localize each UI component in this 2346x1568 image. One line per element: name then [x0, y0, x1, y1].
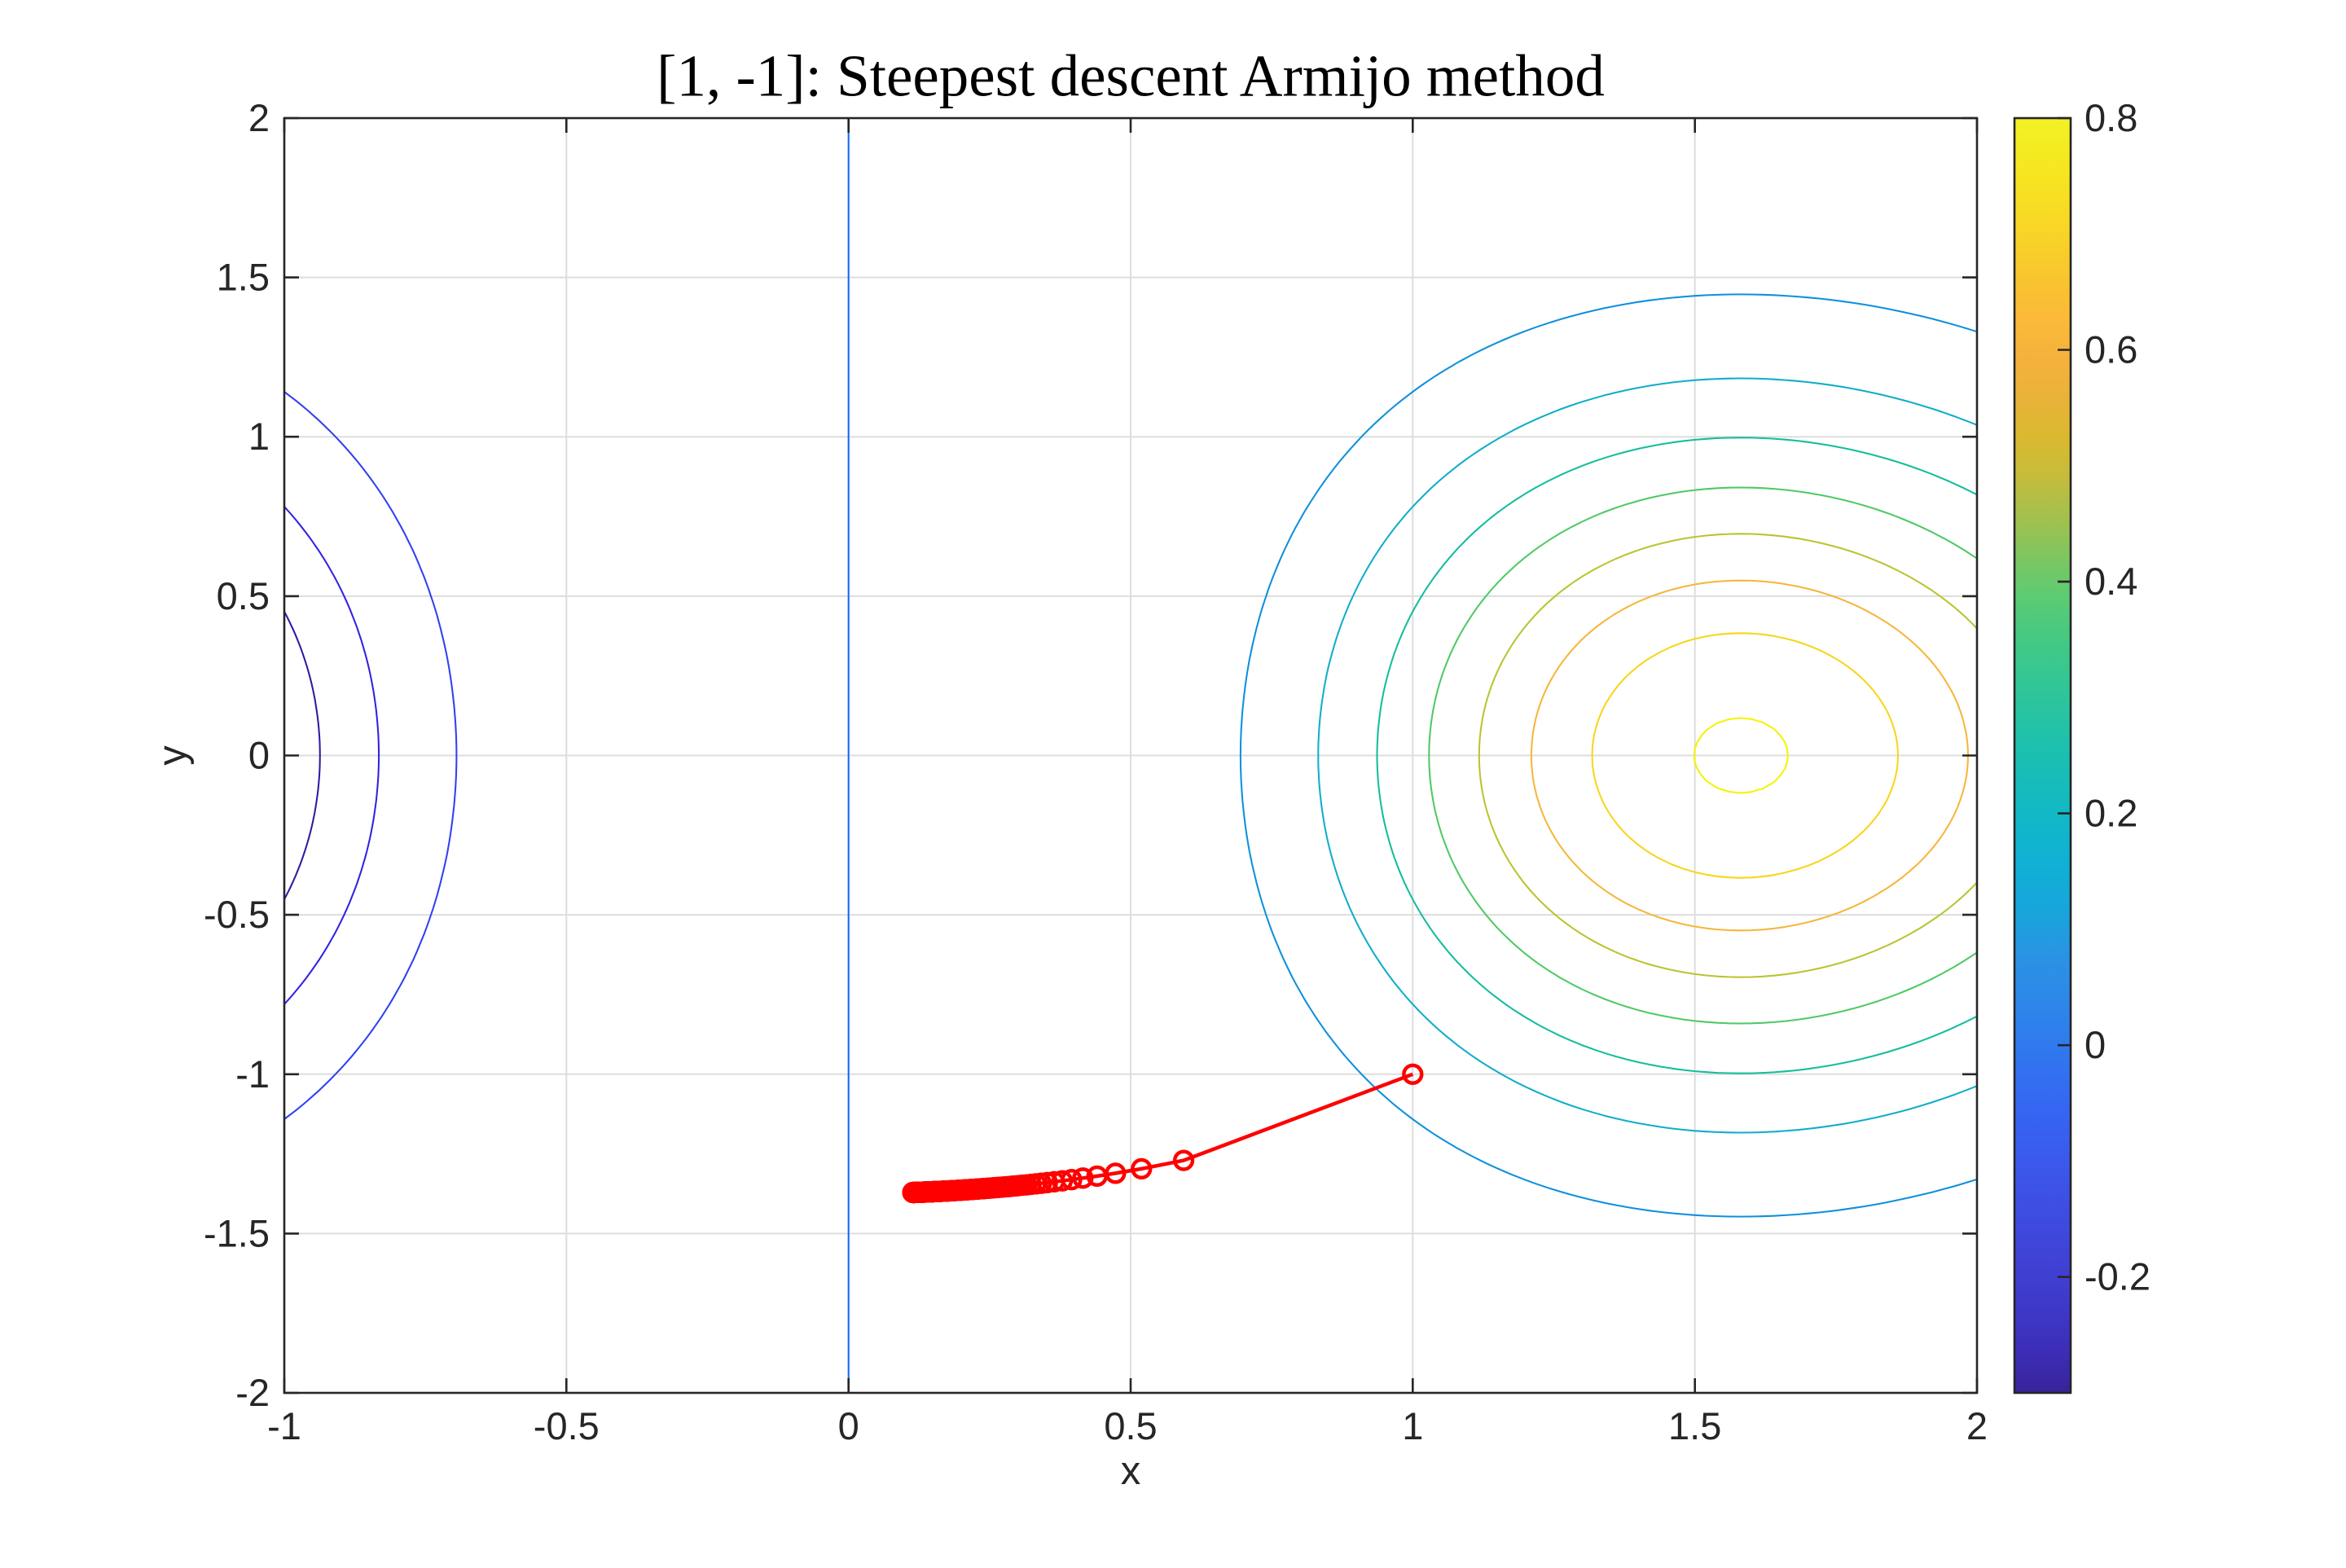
- svg-text:0: 0: [248, 734, 270, 777]
- svg-text:1: 1: [1402, 1404, 1423, 1447]
- svg-text:-0.5: -0.5: [534, 1404, 600, 1447]
- svg-text:2: 2: [248, 96, 270, 139]
- svg-text:1.5: 1.5: [1668, 1404, 1721, 1447]
- svg-text:x: x: [1121, 1449, 1141, 1493]
- svg-text:0: 0: [838, 1404, 859, 1447]
- svg-text:1.5: 1.5: [217, 256, 270, 299]
- svg-text:[1, -1]: Steepest descent Armi: [1, -1]: Steepest descent Armijo method: [657, 43, 1605, 109]
- svg-text:-1: -1: [267, 1404, 301, 1447]
- svg-text:0.5: 0.5: [1104, 1404, 1157, 1447]
- svg-text:0.6: 0.6: [2085, 328, 2137, 371]
- svg-text:2: 2: [1966, 1404, 1988, 1447]
- svg-text:-0.5: -0.5: [204, 893, 270, 936]
- svg-text:0.2: 0.2: [2085, 792, 2137, 835]
- svg-text:0.8: 0.8: [2085, 96, 2137, 139]
- svg-text:-0.2: -0.2: [2085, 1255, 2150, 1298]
- svg-text:0.5: 0.5: [217, 574, 270, 617]
- svg-text:-1.5: -1.5: [204, 1211, 270, 1254]
- svg-text:-1: -1: [235, 1052, 270, 1096]
- svg-text:y: y: [151, 745, 195, 766]
- svg-text:0: 0: [2085, 1023, 2106, 1066]
- svg-text:-2: -2: [235, 1371, 270, 1414]
- svg-text:1: 1: [248, 415, 270, 458]
- svg-text:0.4: 0.4: [2085, 560, 2137, 603]
